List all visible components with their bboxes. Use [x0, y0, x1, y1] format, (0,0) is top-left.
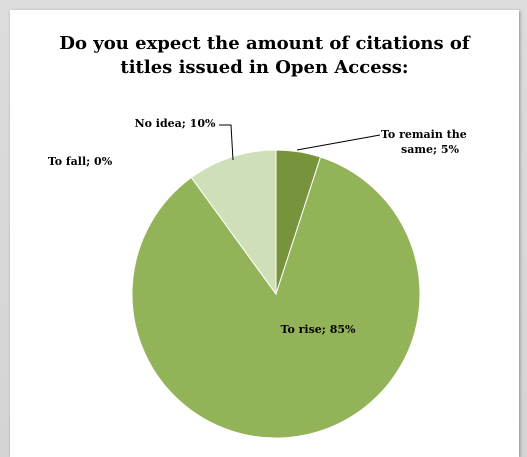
leader-line-no-idea: [219, 124, 234, 161]
chart-title: Do you expect the amount of citations of…: [59, 33, 470, 78]
data-label-to-remain-the-same: To remain the same; 5%: [381, 128, 467, 156]
data-label-to-rise: To rise; 85%: [281, 323, 356, 336]
pie-slice-no-idea: [190, 149, 277, 296]
pie-slice-to-rise: [131, 156, 421, 439]
leader-line-to-remain-the-same: [296, 134, 381, 151]
data-label-no-idea: No idea; 10%: [135, 117, 216, 130]
data-label-to-fall: To fall; 0%: [48, 155, 113, 168]
